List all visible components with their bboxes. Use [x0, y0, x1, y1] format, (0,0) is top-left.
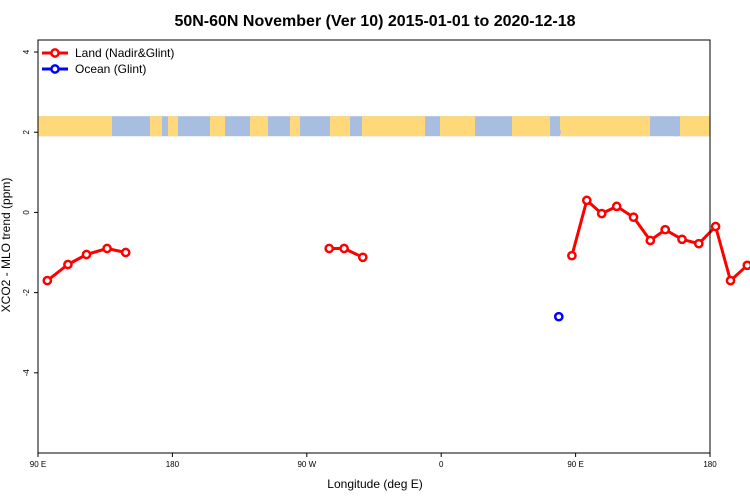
data-point — [581, 195, 592, 206]
data-point — [628, 212, 639, 223]
map-land — [38, 116, 112, 137]
data-point — [645, 235, 656, 246]
map-land — [330, 116, 350, 137]
map-water-patch — [232, 129, 240, 136]
y-tick-label: 4 — [22, 49, 31, 54]
map-land — [680, 116, 710, 137]
x-tick-label: 0 — [439, 460, 444, 469]
x-tick-label: 90 W — [297, 460, 316, 469]
data-point — [42, 275, 53, 286]
y-tick-label: -2 — [22, 289, 31, 297]
map-land — [362, 116, 425, 137]
y-axis-label: XCO2 - MLO trend (ppm) — [0, 178, 13, 313]
map-land — [250, 116, 268, 137]
y-tick-label: 0 — [22, 210, 31, 215]
data-point — [596, 208, 607, 219]
data-point — [357, 252, 368, 263]
map-land — [150, 116, 162, 137]
data-point — [324, 243, 335, 254]
data-point — [677, 234, 687, 245]
map-water-patch — [428, 127, 438, 136]
map-land — [560, 116, 650, 137]
plot-frame — [37, 39, 711, 454]
map-water-patch — [181, 126, 191, 135]
data-point — [742, 260, 750, 271]
data-point — [567, 250, 577, 261]
map-land — [290, 116, 300, 137]
data-point — [81, 249, 92, 260]
legend-label: Ocean (Glint) — [75, 62, 146, 76]
y-tick-label: 2 — [22, 129, 31, 134]
legend-marker — [50, 64, 60, 74]
data-point — [63, 259, 73, 270]
map-water-patch — [313, 125, 323, 134]
map-water-patch — [658, 121, 670, 132]
chart-title: 50N-60N November (Ver 10) 2015-01-01 to … — [174, 13, 575, 30]
data-point — [120, 247, 131, 258]
map-water-patch — [134, 122, 146, 133]
map-land — [210, 116, 225, 137]
legend-label: Land (Nadir&Glint) — [75, 46, 174, 60]
data-point — [553, 311, 564, 322]
world-map-strip — [38, 116, 710, 137]
data-point — [710, 221, 721, 232]
map-water-patch — [551, 128, 561, 137]
map-land — [440, 116, 475, 137]
x-tick-label: 90 E — [30, 460, 46, 469]
map-land — [168, 116, 178, 137]
map-water-patch — [353, 123, 361, 130]
data-point — [660, 224, 671, 235]
data-point — [339, 243, 349, 254]
y-tick-label: -4 — [22, 369, 31, 377]
map-land — [512, 116, 550, 137]
data-point — [611, 201, 622, 212]
legend: Land (Nadir&Glint) Ocean (Glint) — [42, 46, 174, 76]
x-axis-label: Longitude (deg E) — [327, 477, 422, 491]
x-tick-label: 180 — [166, 460, 180, 469]
legend-marker — [50, 48, 60, 58]
data-point — [725, 275, 736, 286]
data-point — [693, 238, 704, 249]
x-tick-label: 90 E — [567, 460, 583, 469]
data-point — [102, 243, 112, 254]
map-water-patch — [672, 130, 680, 137]
x-tick-label: 180 — [703, 460, 717, 469]
map-water-patch — [476, 125, 484, 132]
